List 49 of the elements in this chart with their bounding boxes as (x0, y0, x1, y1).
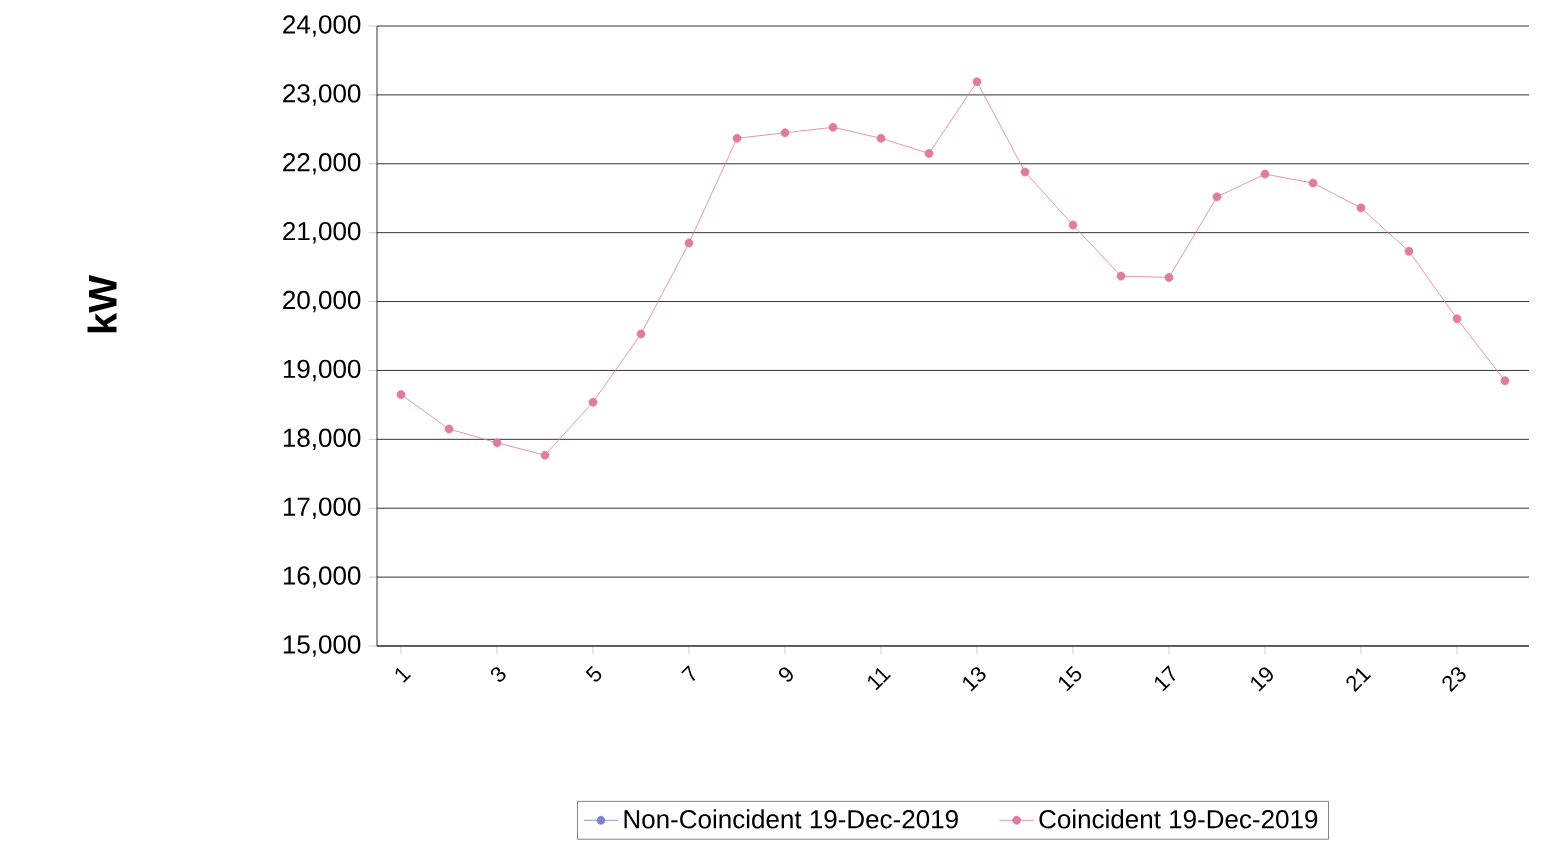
point (588, 397, 598, 407)
y-tick-label: 18,000 (283, 428, 361, 451)
x-tick-label: 19 (1251, 667, 1273, 692)
x-tick-label: 11 (868, 667, 891, 691)
point (972, 77, 982, 87)
y-tick-label: 21,000 (283, 221, 361, 244)
point (396, 390, 406, 399)
point (636, 329, 646, 339)
legend-label: Coincident 19-Dec-2019 (1039, 809, 1318, 829)
x-tick-label: 23 (1442, 667, 1466, 692)
y-tick-label: 15,000 (283, 635, 361, 657)
point (924, 149, 934, 158)
point (1116, 271, 1126, 281)
point (684, 238, 694, 248)
y-tick-label: 19,000 (283, 359, 361, 382)
point (876, 133, 886, 143)
point (1356, 203, 1366, 213)
y-tick-label: 20,000 (283, 290, 361, 313)
y-tick-label: 22,000 (283, 153, 361, 175)
point (492, 438, 502, 448)
y-tick-label: 24,000 (283, 15, 361, 37)
x-tick-label: 9 (778, 667, 793, 682)
x-tick-label: 17 (1154, 665, 1176, 692)
point (1260, 169, 1270, 179)
x-tick-label: 1 (395, 667, 411, 683)
point (780, 128, 790, 138)
x-tick-label: 13 (963, 667, 986, 692)
point (732, 133, 742, 143)
point (1308, 178, 1318, 188)
y-tick-label: 16,000 (283, 566, 361, 588)
point (1500, 376, 1510, 386)
x-tick-label: 7 (681, 665, 696, 682)
point (1068, 220, 1078, 230)
x-tick-label: 5 (585, 665, 602, 682)
y-tick-label: 23,000 (283, 84, 361, 106)
point (1452, 314, 1462, 324)
point (1164, 273, 1174, 282)
point (828, 122, 838, 132)
x-tick-label: 3 (490, 667, 506, 682)
x-tick-label: 21 (1346, 668, 1372, 692)
point (1404, 246, 1414, 256)
point (1212, 192, 1222, 202)
y-tick-label: 17,000 (283, 497, 361, 519)
point (540, 450, 550, 460)
legend-label: Non-Coincident 19-Dec-2019 (624, 809, 958, 829)
point (1020, 167, 1030, 177)
y-axis-title: kW (87, 275, 117, 333)
point (444, 424, 454, 434)
x-tick-label: 15 (1058, 665, 1082, 692)
